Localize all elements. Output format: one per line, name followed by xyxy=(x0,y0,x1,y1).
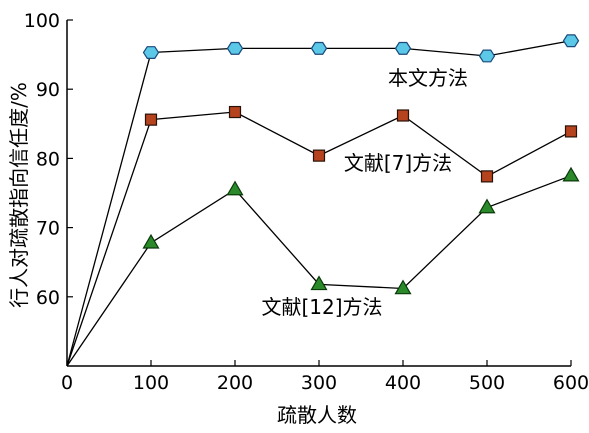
y-tick-label: 100 xyxy=(24,10,60,32)
hexagon-marker xyxy=(226,41,244,55)
square-marker xyxy=(396,109,410,122)
x-tick-label: 100 xyxy=(133,372,169,394)
y-tick-label: 70 xyxy=(36,218,60,240)
x-tick-label: 600 xyxy=(553,372,589,394)
y-axis-title: 行人对疏散指向信任度/% xyxy=(7,82,31,308)
x-tick-label: 200 xyxy=(217,372,253,394)
square-marker xyxy=(564,125,578,138)
triangle-marker xyxy=(394,279,412,295)
y-tick-label: 80 xyxy=(36,148,60,170)
triangle-marker xyxy=(478,198,496,214)
square-marker xyxy=(228,105,242,119)
hexagon-marker xyxy=(310,41,328,55)
triangle-marker xyxy=(226,180,244,196)
series-line-2 xyxy=(66,175,572,367)
hexagon-marker xyxy=(478,49,496,63)
triangle-marker xyxy=(562,166,580,182)
triangle-marker xyxy=(310,275,328,291)
triangle-marker xyxy=(142,233,160,249)
hexagon-marker xyxy=(394,41,412,55)
x-tick-label: 400 xyxy=(385,372,421,394)
series-label-ref12: 文献[12]方法 xyxy=(261,295,382,319)
x-axis-title: 疏散人数 xyxy=(277,403,357,427)
labels: 疏散人数 行人对疏散指向信任度/% 本文方法 文献[7]方法 文献[12]方法 xyxy=(7,66,468,427)
y-tick-label: 90 xyxy=(36,79,60,101)
square-marker xyxy=(480,170,494,183)
hexagon-marker xyxy=(142,46,160,59)
y-tick-label: 60 xyxy=(36,287,60,309)
x-tick-label: 0 xyxy=(61,372,73,394)
square-marker xyxy=(144,113,158,126)
x-tick-label: 500 xyxy=(469,372,505,394)
x-tick-label: 300 xyxy=(301,372,337,394)
series-label-ours: 本文方法 xyxy=(388,66,468,90)
hexagon-marker xyxy=(562,34,580,48)
series-markers xyxy=(142,34,580,295)
axes: 0 100 200 300 400 500 600 60 70 80 90 100 xyxy=(24,10,589,394)
series-label-ref7: 文献[7]方法 xyxy=(344,151,452,175)
square-marker xyxy=(312,149,326,162)
